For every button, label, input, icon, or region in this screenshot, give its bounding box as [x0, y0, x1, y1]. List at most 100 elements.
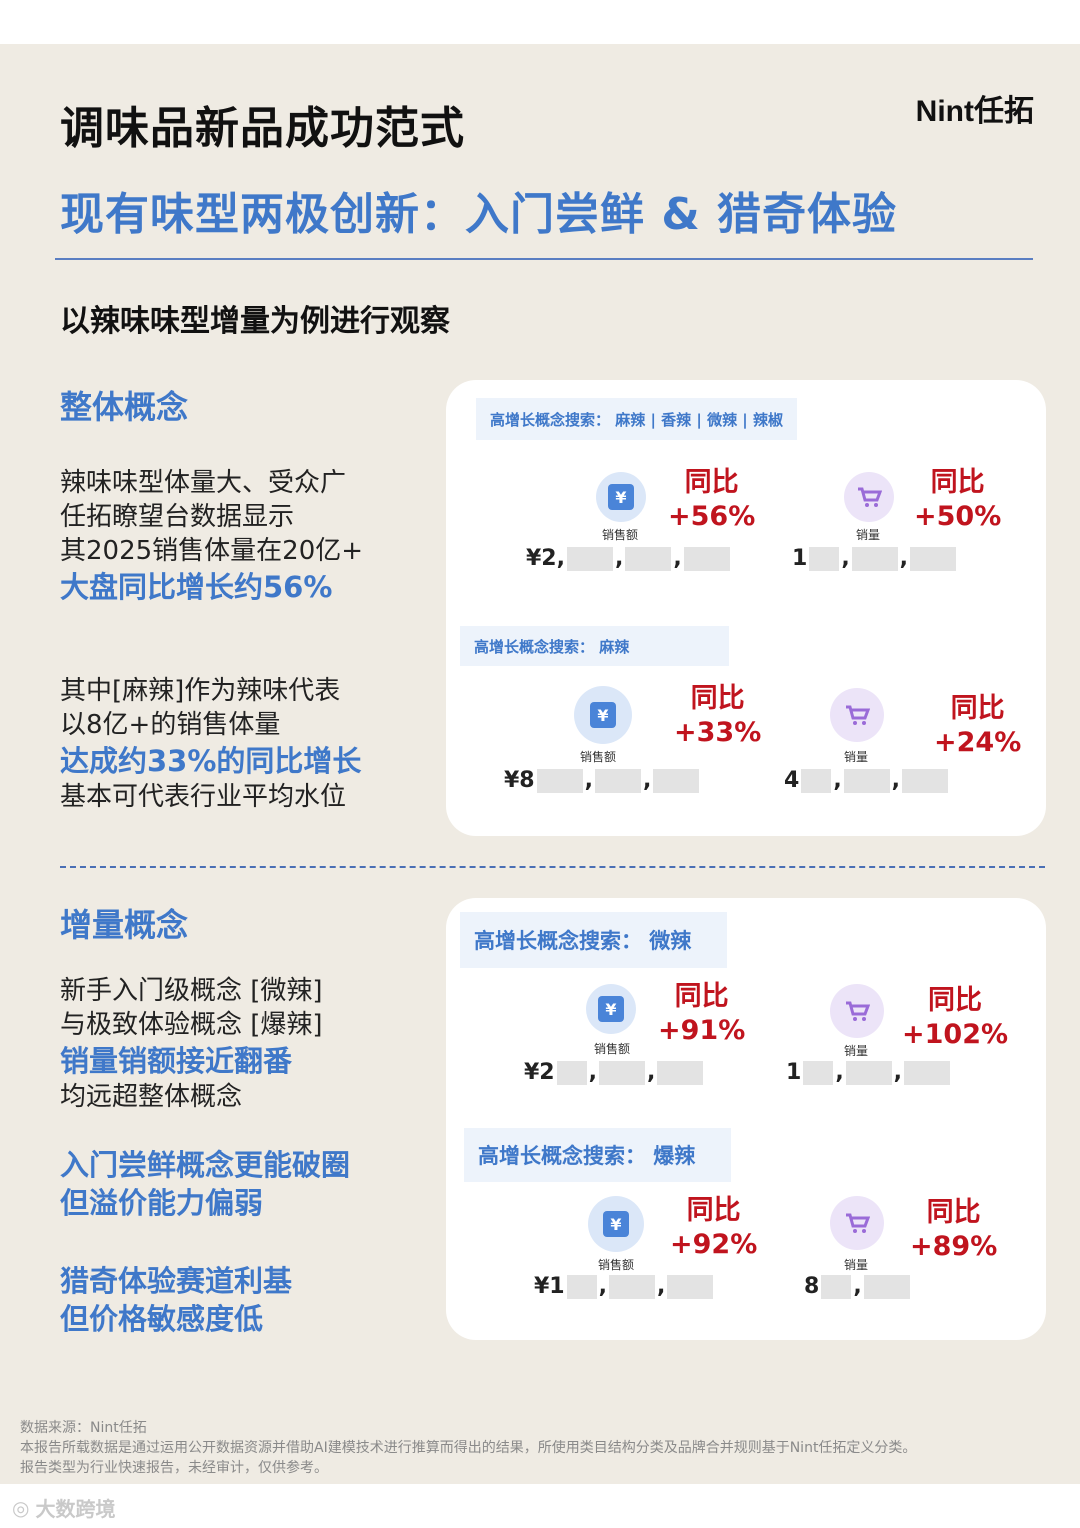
highlight-line: 达成约33%的同比增长: [60, 744, 362, 778]
report-page: 调味品新品成功范式 Nint任拓 现有味型两极创新：入门尝鲜 & 猎奇体验 以辣…: [0, 44, 1080, 1484]
volume-value: 4,,: [784, 768, 950, 793]
text-line: 任拓瞭望台数据显示: [60, 502, 295, 532]
volume-value: 1,,: [786, 1060, 952, 1085]
text-line: 以8亿+的销售体量: [60, 710, 281, 740]
yoy-percent: +102%: [902, 1019, 1009, 1050]
page-subtitle: 现有味型两极创新：入门尝鲜 & 猎奇体验: [60, 189, 898, 240]
concept-chip: 高增长概念搜索： 爆辣: [464, 1128, 732, 1182]
yoy-label: 同比: [950, 693, 1005, 724]
yoy-percent: +56%: [668, 501, 756, 532]
metric-label: 销量: [844, 1258, 869, 1272]
text-line: 辣味味型体量大、受众广: [60, 468, 347, 498]
insight-line: 入门尝鲜概念更能破圈: [60, 1148, 351, 1182]
metric-label: 销量: [844, 750, 869, 764]
value-prefix: ¥8: [504, 768, 535, 793]
sales-metric: ¥ 销售额 同比 +92% ¥1,,: [534, 1194, 794, 1314]
nint-logo: Nint任拓: [915, 95, 1034, 128]
insight-line: 但价格敏感度低: [60, 1302, 264, 1336]
yoy-label: 同比: [684, 467, 739, 498]
sales-metric: ¥ 销售额 同比 +56% ¥2,,,: [526, 466, 786, 586]
value-prefix: ¥1: [534, 1274, 565, 1299]
yoy-percent: +91%: [658, 1015, 746, 1046]
section-divider: [60, 866, 1045, 868]
value-prefix: ¥2: [524, 1060, 555, 1085]
concept-chip: 高增长概念搜索： 微辣: [460, 912, 728, 968]
yoy-percent: +50%: [914, 501, 1002, 532]
metric-label: 销量: [856, 528, 881, 542]
cart-icon: [844, 472, 894, 522]
overall-heading: 整体概念: [60, 388, 189, 426]
highlight-line: 大盘同比增长约56%: [60, 570, 333, 604]
report-type: 报告类型为行业快速报告，未经审计，仅供参考。: [20, 1460, 328, 1476]
yoy-value: 同比 +24%: [934, 692, 1021, 760]
overall-metrics-card: 高增长概念搜索： 麻辣 | 香辣 | 微辣 | 辣椒 ¥ 销售额 同比 +56%…: [446, 380, 1046, 836]
volume-value: 8,: [804, 1274, 912, 1299]
yoy-label: 同比: [926, 1197, 981, 1228]
metric-label: 销售额: [602, 528, 639, 542]
insight-line: 但溢价能力偏弱: [60, 1186, 264, 1220]
sales-value: ¥8,,: [504, 768, 701, 793]
yen-icon: ¥: [574, 686, 632, 744]
yoy-percent: +89%: [910, 1231, 998, 1262]
volume-metric: 销量 同比 +89% 8,: [804, 1194, 1064, 1314]
text-line: 均远超整体概念: [60, 1082, 243, 1112]
data-source: 数据来源：Nint任拓: [20, 1420, 147, 1436]
yen-icon: ¥: [596, 472, 646, 522]
cart-icon: [830, 688, 884, 742]
sales-metric: ¥ 销售额 同比 +33% ¥8,,: [504, 682, 764, 802]
value-prefix: 1: [786, 1060, 802, 1085]
footer-notes: 数据来源：Nint任拓 本报告所载数据是通过运用公开数据资源并借助AI建模技术进…: [20, 1418, 916, 1478]
watermark-logo-icon: ◎: [12, 1495, 30, 1520]
disclaimer: 本报告所载数据是通过运用公开数据资源并借助AI建模技术进行推算而得出的结果，所使…: [20, 1440, 917, 1456]
value-prefix: ¥2,: [526, 546, 565, 571]
yoy-percent: +33%: [674, 717, 762, 748]
yoy-label: 同比: [674, 981, 729, 1012]
text-line: 基本可代表行业平均水位: [60, 782, 347, 812]
value-prefix: 4: [784, 768, 800, 793]
volume-metric: 销量 同比 +102% 1,,: [786, 980, 1046, 1100]
yoy-value: 同比 +33%: [674, 682, 761, 750]
yoy-value: 同比 +50%: [914, 466, 1001, 534]
yen-icon: ¥: [588, 1196, 644, 1252]
text-line: 新手入门级概念 [微辣]: [60, 976, 323, 1006]
metric-label: 销量: [844, 1044, 869, 1058]
yoy-label: 同比: [928, 985, 983, 1016]
watermark-text: 大数跨境: [35, 1497, 116, 1521]
section-intro: 以辣味味型增量为例进行观察: [60, 304, 450, 339]
sales-value: ¥2,,: [524, 1060, 705, 1085]
incremental-heading: 增量概念: [60, 906, 189, 944]
metric-label: 销售额: [594, 1042, 631, 1056]
concept-chip: 高增长概念搜索： 麻辣: [460, 626, 730, 666]
yen-icon: ¥: [586, 984, 636, 1034]
sales-value: ¥1,,: [534, 1274, 715, 1299]
yoy-percent: +92%: [670, 1229, 758, 1260]
insight-2: 猎奇体验赛道利基 但价格敏感度低: [60, 1262, 292, 1338]
cart-icon: [830, 1196, 884, 1250]
text-line: 其中[麻辣]作为辣味代表: [60, 676, 341, 706]
watermark: ◎ 大数跨境: [12, 1493, 115, 1522]
page-title: 调味品新品成功范式: [60, 103, 465, 154]
yoy-value: 同比 +89%: [910, 1196, 997, 1264]
volume-metric: 销量 同比 +24% 4,,: [784, 682, 1044, 802]
metric-label: 销售额: [580, 750, 617, 764]
volume-metric: 销量 同比 +50% 1,,: [792, 466, 1052, 586]
cart-icon: [830, 984, 884, 1038]
yoy-value: 同比 +92%: [670, 1194, 757, 1262]
value-prefix: 1: [792, 546, 808, 571]
metric-label: 销售额: [598, 1258, 635, 1272]
yoy-label: 同比: [690, 683, 745, 714]
overall-paragraph-2: 其中[麻辣]作为辣味代表 以8亿+的销售体量 达成约33%的同比增长 基本可代表…: [60, 674, 361, 814]
highlight-line: 销量销额接近翻番: [60, 1044, 293, 1078]
volume-value: 1,,: [792, 546, 958, 571]
yoy-label: 同比: [686, 1195, 741, 1226]
title-divider: [55, 258, 1033, 260]
insight-1: 入门尝鲜概念更能破圈 但溢价能力偏弱: [60, 1146, 350, 1222]
yoy-value: 同比 +56%: [668, 466, 755, 534]
text-line: 与极致体验概念 [爆辣]: [60, 1010, 323, 1040]
overall-paragraph-1: 辣味味型体量大、受众广 任拓瞭望台数据显示 其2025销售体量在20亿+ 大盘同…: [60, 466, 363, 606]
incremental-metrics-card: 高增长概念搜索： 微辣 ¥ 销售额 同比 +91% ¥2,, 销量 同比 +10…: [446, 898, 1046, 1340]
sales-metric: ¥ 销售额 同比 +91% ¥2,,: [524, 980, 784, 1100]
incremental-paragraph: 新手入门级概念 [微辣] 与极致体验概念 [爆辣] 销量销额接近翻番 均远超整体…: [60, 974, 323, 1114]
yoy-value: 同比 +102%: [902, 984, 1008, 1052]
sales-value: ¥2,,,: [526, 546, 732, 571]
